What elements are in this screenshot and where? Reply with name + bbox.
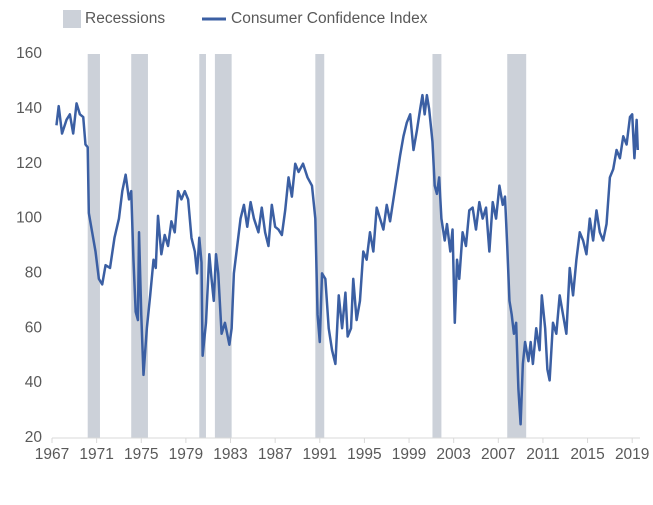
y-tick-label: 100 xyxy=(16,210,42,227)
recession-band xyxy=(507,54,527,438)
data-line xyxy=(55,93,640,426)
legend-label: Recessions xyxy=(85,10,165,27)
x-tick-label: 1995 xyxy=(347,446,381,463)
x-tick-label: 2003 xyxy=(436,446,470,463)
recession-band xyxy=(214,54,232,438)
x-tick-label: 1987 xyxy=(258,446,292,463)
x-tick-label: 2019 xyxy=(615,446,649,463)
recession-band xyxy=(432,54,442,438)
y-tick-label: 20 xyxy=(25,429,43,446)
x-tick-label: 1967 xyxy=(35,446,69,463)
legend-recession-swatch xyxy=(63,10,81,28)
x-tick-label: 2015 xyxy=(570,446,604,463)
y-tick-label: 60 xyxy=(25,319,43,336)
recession-band xyxy=(315,54,325,438)
y-tick-label: 80 xyxy=(25,265,43,282)
x-tick-label: 2007 xyxy=(481,446,515,463)
y-tick-label: 40 xyxy=(25,374,43,391)
x-tick-label: 1999 xyxy=(392,446,426,463)
legend-label: Consumer Confidence Index xyxy=(231,10,428,27)
y-tick-label: 140 xyxy=(16,100,42,117)
x-tick-label: 1971 xyxy=(79,446,113,463)
y-tick-label: 160 xyxy=(16,45,42,62)
x-tick-label: 1991 xyxy=(303,446,337,463)
x-tick-label: 2011 xyxy=(526,446,559,463)
recession-band xyxy=(199,54,206,438)
y-tick-label: 120 xyxy=(16,155,42,172)
x-tick-label: 1979 xyxy=(169,446,203,463)
x-tick-label: 1983 xyxy=(213,446,247,463)
x-tick-label: 1975 xyxy=(124,446,158,463)
